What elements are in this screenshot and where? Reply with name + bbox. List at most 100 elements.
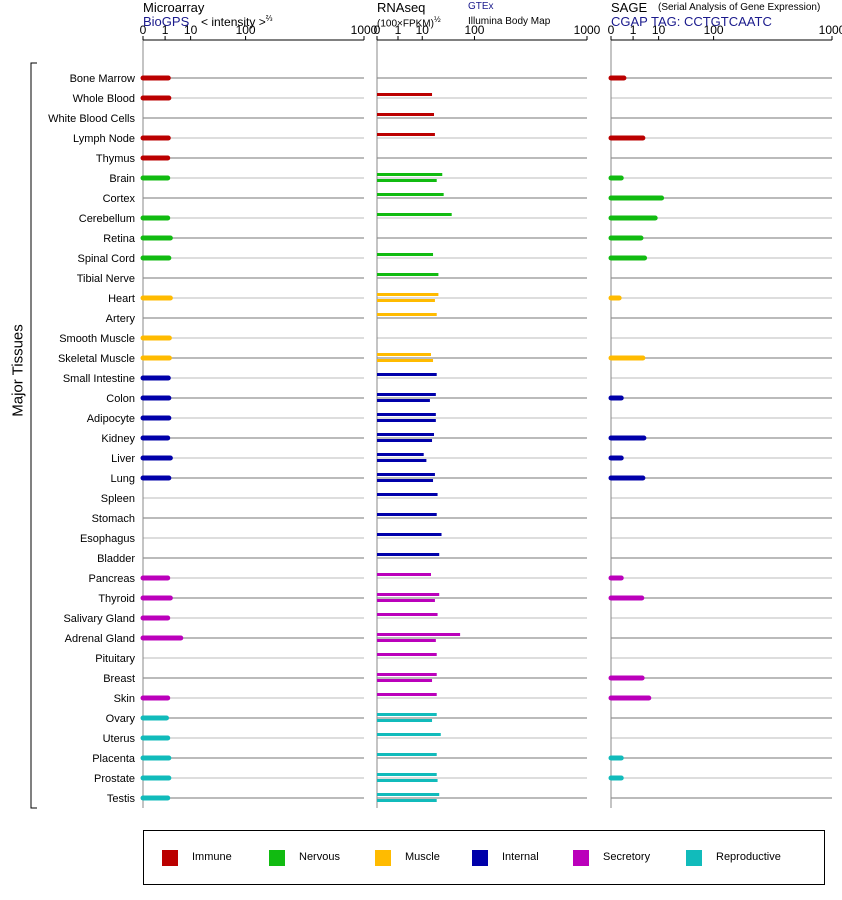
rnaseq-gtex-bar bbox=[377, 573, 431, 576]
tissue-label: Pituitary bbox=[95, 653, 135, 665]
rnaseq-source-gtex: GTEx bbox=[468, 1, 494, 12]
microarray-scale-text: < intensity > bbox=[201, 15, 266, 29]
tissue-label: Heart bbox=[108, 293, 135, 305]
rnaseq-ibm-bar bbox=[377, 439, 433, 442]
tissue-label: Lung bbox=[111, 473, 135, 485]
rnaseq-gtex-bar bbox=[377, 253, 434, 256]
legend-label: Immune bbox=[192, 851, 232, 863]
microarray-tick-label-0: 0 bbox=[140, 23, 147, 37]
sage-tick-label-0: 0 bbox=[608, 23, 615, 37]
rnaseq-ibm-bar bbox=[377, 639, 436, 642]
rnaseq-gtex-bar bbox=[377, 213, 452, 216]
rnaseq-ibm-bar bbox=[377, 359, 434, 362]
microarray-tick-label-1: 1 bbox=[162, 23, 169, 37]
tissue-label: Cerebellum bbox=[79, 213, 135, 225]
rnaseq-gtex-bar bbox=[377, 113, 435, 116]
rnaseq-tick-label-1: 1 bbox=[395, 23, 402, 37]
tissue-label: Prostate bbox=[94, 773, 135, 785]
microarray-tick-label-100: 100 bbox=[236, 23, 256, 37]
legend-swatch bbox=[573, 850, 589, 866]
rnaseq-scale-exponent: ½ bbox=[433, 15, 441, 24]
rnaseq-gtex-bar bbox=[377, 413, 436, 416]
legend-swatch bbox=[686, 850, 702, 866]
legend-swatch bbox=[472, 850, 488, 866]
grid-lines bbox=[143, 77, 832, 799]
legend-label: Secretory bbox=[603, 851, 651, 863]
legend-label: Internal bbox=[502, 851, 539, 863]
sage-tick-label-100: 100 bbox=[704, 23, 724, 37]
sage-tick-label-10: 10 bbox=[652, 23, 666, 37]
tissue-label: Lymph Node bbox=[73, 133, 135, 145]
rnaseq-gtex-bar bbox=[377, 373, 437, 376]
tissue-label: Thyroid bbox=[98, 593, 135, 605]
tissue-label: Adipocyte bbox=[87, 413, 135, 425]
tissue-label: Thymus bbox=[96, 153, 136, 165]
tissue-label: Liver bbox=[111, 453, 135, 465]
tissue-label: Brain bbox=[109, 173, 135, 185]
sage-tag: CGAP TAG: CCTGTCAATC bbox=[611, 14, 772, 29]
bracket-line bbox=[30, 62, 37, 809]
tissue-label: Skeletal Muscle bbox=[58, 353, 135, 365]
rnaseq-ibm-bar bbox=[377, 479, 434, 482]
rnaseq-ibm-bar bbox=[377, 599, 435, 602]
rnaseq-gtex-bar bbox=[377, 493, 438, 496]
rnaseq-gtex-bar bbox=[377, 453, 424, 456]
rnaseq-ibm-bar bbox=[377, 399, 430, 402]
rnaseq-gtex-bar bbox=[377, 433, 435, 436]
rnaseq-ibm-bar bbox=[377, 679, 433, 682]
rnaseq-gtex-bar bbox=[377, 593, 440, 596]
sage-tick-label-1000: 1000 bbox=[819, 23, 842, 37]
legend: Immune Nervous Muscle Internal Secretory Repr… bbox=[143, 830, 825, 885]
legend-swatch bbox=[375, 850, 391, 866]
sage-tick-label-1: 1 bbox=[630, 23, 637, 37]
microarray-tick-label-10: 10 bbox=[184, 23, 198, 37]
tissue-label: Spinal Cord bbox=[78, 253, 135, 265]
rnaseq-tick-label-100: 100 bbox=[464, 23, 484, 37]
rnaseq-gtex-bar bbox=[377, 473, 435, 476]
rnaseq-gtex-bar bbox=[377, 673, 437, 676]
tissue-label: Uterus bbox=[103, 733, 136, 745]
rnaseq-ibm-bar bbox=[377, 459, 427, 462]
rnaseq-ibm-bar bbox=[377, 719, 433, 722]
microarray-scale-exponent: ⅔ bbox=[265, 14, 273, 23]
tissue-label: Esophagus bbox=[80, 533, 136, 545]
tissue-label: Cortex bbox=[103, 193, 136, 205]
tissue-label: Kidney bbox=[101, 433, 135, 445]
tissue-label: Salivary Gland bbox=[63, 613, 135, 625]
rnaseq-gtex-bar bbox=[377, 193, 444, 196]
tissue-label: Breast bbox=[103, 673, 135, 685]
tissue-label: Smooth Muscle bbox=[59, 333, 135, 345]
tissue-label: Stomach bbox=[92, 513, 135, 525]
legend-label: Reproductive bbox=[716, 851, 781, 863]
rnaseq-gtex-bar bbox=[377, 793, 440, 796]
sage-description: (Serial Analysis of Gene Expression) bbox=[658, 2, 821, 13]
tissue-label: Whole Blood bbox=[73, 93, 135, 105]
tissue-label: Colon bbox=[106, 393, 135, 405]
rnaseq-scale-label: (100×FPKM)½ bbox=[377, 15, 441, 29]
sage-title: SAGE bbox=[611, 0, 648, 15]
tissue-label: Retina bbox=[103, 233, 136, 245]
tissue-label: Artery bbox=[106, 313, 136, 325]
rnaseq-gtex-bar bbox=[377, 553, 440, 556]
rnaseq-ibm-bar bbox=[377, 179, 437, 182]
rnaseq-gtex-bar bbox=[377, 93, 433, 96]
tissue-label: Adrenal Gland bbox=[65, 633, 135, 645]
rnaseq-source-ibm: Illumina Body Map bbox=[468, 16, 551, 27]
rnaseq-tick-label-0: 0 bbox=[374, 23, 381, 37]
tissue-label: Bone Marrow bbox=[70, 73, 135, 85]
rnaseq-gtex-bar bbox=[377, 733, 441, 736]
tissue-label: Tibial Nerve bbox=[77, 273, 135, 285]
microarray-tick-label-1000: 1000 bbox=[351, 23, 378, 37]
rnaseq-gtex-bar bbox=[377, 693, 437, 696]
rnaseq-gtex-bar bbox=[377, 273, 439, 276]
legend-swatch bbox=[269, 850, 285, 866]
legend-swatch bbox=[162, 850, 178, 866]
axes: 011010010000110100100001101001000 bbox=[140, 23, 842, 808]
rnaseq-gtex-bar bbox=[377, 613, 438, 616]
legend-label: Nervous bbox=[299, 851, 340, 863]
rnaseq-gtex-bar bbox=[377, 753, 437, 756]
rnaseq-title: RNAseq bbox=[377, 0, 426, 15]
tissue-label: White Blood Cells bbox=[48, 113, 135, 125]
tissue-label: Skin bbox=[114, 693, 135, 705]
